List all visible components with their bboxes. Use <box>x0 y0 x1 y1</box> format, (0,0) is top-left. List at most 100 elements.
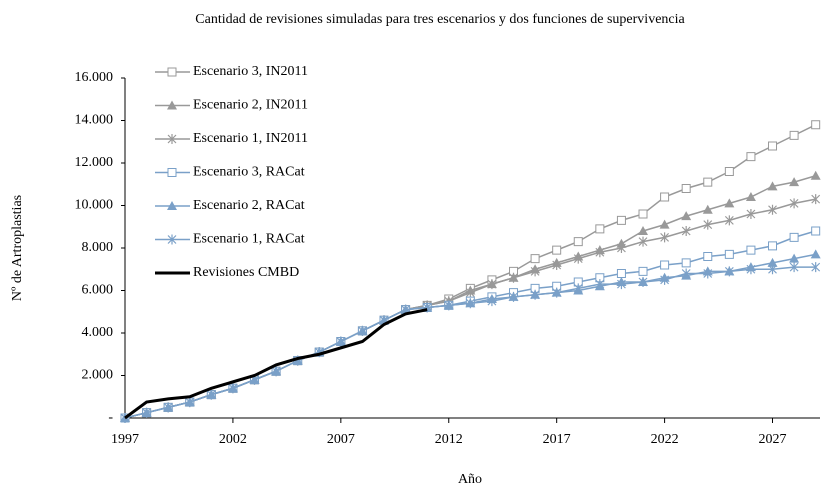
point <box>724 167 734 176</box>
point <box>810 249 821 259</box>
point <box>638 266 648 276</box>
point <box>703 268 713 279</box>
point <box>660 260 670 270</box>
point <box>552 260 562 270</box>
x-tick-label: 2022 <box>651 432 679 447</box>
point <box>530 266 540 277</box>
point <box>789 262 799 273</box>
point <box>789 130 799 140</box>
legend-label: Revisiones CMBD <box>193 265 299 280</box>
point <box>789 177 800 187</box>
point <box>142 407 152 418</box>
x-tick-label: 2002 <box>219 432 247 447</box>
point <box>768 264 777 275</box>
point <box>681 211 692 221</box>
chart-title: Cantidad de revisiones simuladas para tr… <box>195 12 685 27</box>
y-axis-label: Nº de Artroplastias <box>10 195 25 301</box>
point <box>167 100 177 110</box>
legend-label: Escenario 3, RACat <box>193 165 305 180</box>
point <box>271 366 281 377</box>
point <box>465 287 475 298</box>
legend-label: Escenario 3, IN2011 <box>193 64 308 79</box>
point <box>595 224 605 234</box>
point <box>509 291 518 302</box>
y-tick-label: 16.000 <box>75 70 114 85</box>
point <box>724 198 735 208</box>
point <box>206 389 216 400</box>
legend-label: Escenario 2, RACat <box>193 198 305 213</box>
y-tick-label: 6.000 <box>82 283 114 298</box>
point <box>703 219 713 230</box>
point <box>746 152 756 162</box>
point <box>336 336 346 347</box>
point <box>595 279 605 290</box>
point <box>465 298 475 309</box>
point <box>811 262 821 273</box>
point <box>616 215 626 225</box>
point <box>811 194 821 205</box>
point <box>167 201 177 210</box>
point <box>789 253 800 263</box>
point <box>810 170 821 180</box>
point <box>638 236 648 247</box>
y-tick-label: 14.000 <box>75 113 114 128</box>
point <box>228 383 238 394</box>
point <box>660 192 670 202</box>
point <box>530 289 540 300</box>
point <box>185 397 195 408</box>
point <box>746 264 756 275</box>
point <box>724 266 734 277</box>
point <box>746 245 756 255</box>
point <box>167 168 177 177</box>
point <box>659 219 670 229</box>
point <box>724 249 734 259</box>
point <box>789 198 799 209</box>
point <box>703 177 713 187</box>
point <box>789 232 799 242</box>
point <box>167 134 177 144</box>
point <box>681 258 691 268</box>
point <box>745 192 756 201</box>
point <box>163 402 173 413</box>
point <box>660 274 670 285</box>
point <box>681 268 691 279</box>
point <box>573 283 583 294</box>
legend-label: Escenario 1, IN2011 <box>193 131 308 146</box>
point <box>167 234 177 245</box>
point <box>811 120 821 130</box>
point <box>444 300 454 311</box>
point <box>638 277 648 287</box>
point <box>811 226 821 236</box>
point <box>660 232 670 243</box>
point <box>357 325 367 336</box>
point <box>573 237 583 247</box>
y-tick-label: 10.000 <box>75 198 114 213</box>
point <box>487 279 497 290</box>
point <box>167 67 177 77</box>
point <box>617 243 626 253</box>
point <box>509 272 518 283</box>
point <box>595 247 605 258</box>
series-line <box>124 308 428 420</box>
legend-label: Escenario 2, IN2011 <box>193 98 308 113</box>
y-tick-label: 2.000 <box>82 368 114 383</box>
x-tick-label: 2017 <box>543 432 571 447</box>
point <box>702 204 713 214</box>
point <box>552 287 562 298</box>
point <box>768 204 777 215</box>
point <box>530 254 540 264</box>
point <box>552 245 562 255</box>
point <box>767 257 778 267</box>
y-tick-label: 4.000 <box>82 325 114 340</box>
x-tick-label: 2007 <box>327 432 355 447</box>
x-tick-label: 2012 <box>435 432 463 447</box>
point <box>617 279 626 290</box>
point <box>767 181 778 191</box>
point <box>703 252 713 261</box>
point <box>616 269 626 278</box>
y-tick-label: 12.000 <box>75 155 114 170</box>
x-axis-label: Año <box>458 472 482 487</box>
point <box>487 296 497 307</box>
point <box>681 184 691 193</box>
point <box>681 226 691 236</box>
